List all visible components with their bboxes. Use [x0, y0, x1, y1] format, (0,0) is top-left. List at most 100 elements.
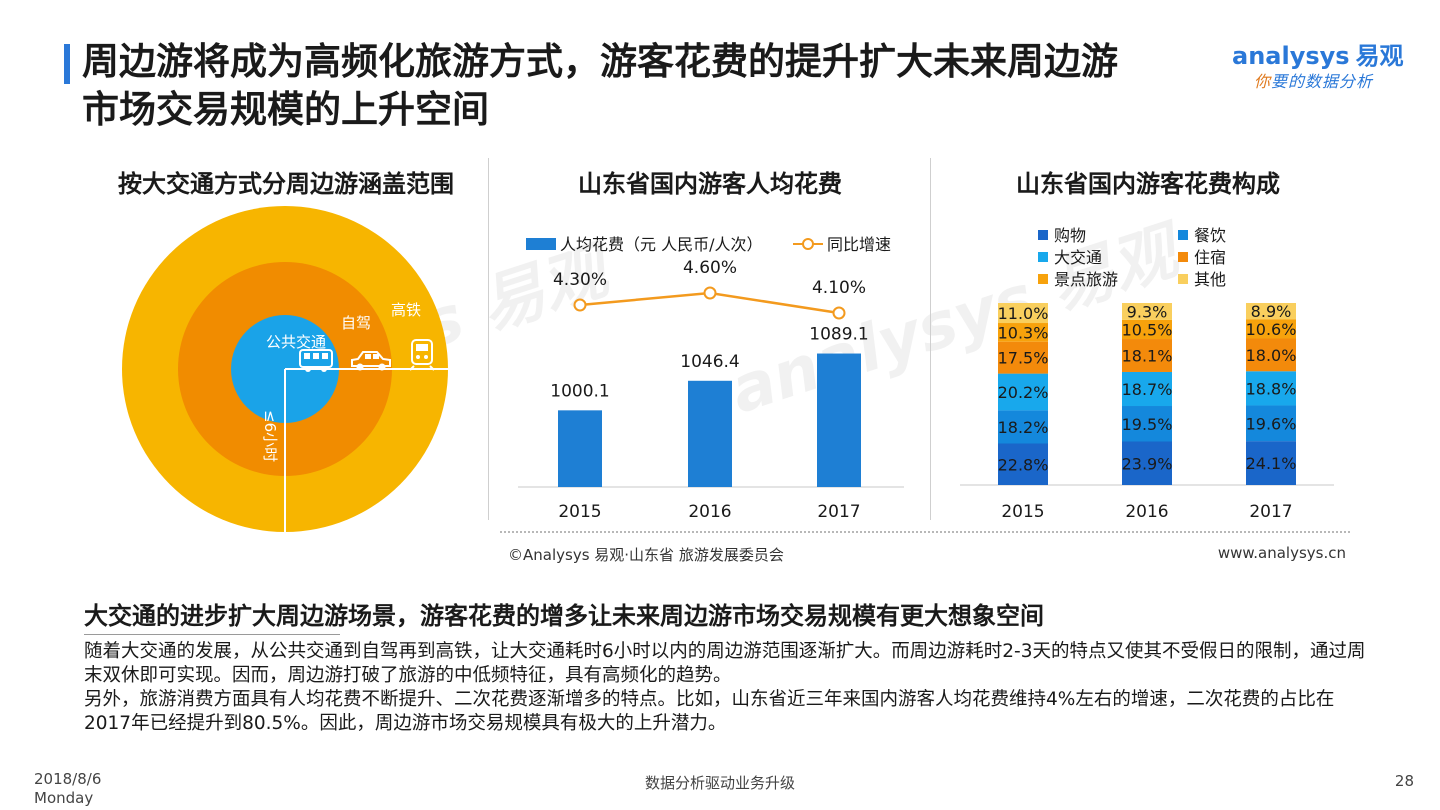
- car-icon: [351, 351, 391, 371]
- x-tick-2017: 2017: [1249, 502, 1292, 522]
- legend-marker-growth: [802, 238, 814, 250]
- legend-label-2: 大交通: [1054, 248, 1102, 267]
- footer-weekday: Monday: [34, 789, 94, 807]
- label-self-drive: 自驾: [341, 314, 371, 332]
- segment-label-2015-1: 18.2%: [998, 418, 1049, 437]
- summary-heading: 大交通的进步扩大周边游场景，游客花费的增多让未来周边游市场交易规模有更大想象空间: [84, 602, 1044, 630]
- panel3-title: 山东省国内游客花费构成: [1016, 170, 1280, 198]
- growth-point-2017: [832, 306, 846, 320]
- radius-guide-line: [284, 368, 448, 532]
- legend-label-5: 其他: [1194, 270, 1226, 289]
- legend-label-1: 餐饮: [1194, 226, 1226, 245]
- x-tick-2016: 2016: [1125, 502, 1168, 522]
- label-high-speed-rail: 高铁: [391, 301, 421, 319]
- train-icon: [409, 339, 435, 371]
- page-title-line2: 市场交易规模的上升空间: [82, 88, 489, 131]
- segment-label-2017-5: 8.9%: [1251, 302, 1292, 321]
- segment-label-2016-1: 19.5%: [1122, 415, 1173, 434]
- segment-2015-3: [998, 341, 1048, 374]
- segment-2017-1: [1246, 405, 1296, 442]
- segment-2015-5: [998, 303, 1048, 324]
- bar-spending-2017: [817, 353, 861, 487]
- summary-body: 随着大交通的发展，从公共交通到自驾再到高铁，让大交通耗时6小时以内的周边游范围逐…: [84, 640, 1374, 736]
- segment-label-2016-5: 9.3%: [1127, 302, 1168, 321]
- label-public-transport: 公共交通: [266, 333, 326, 351]
- x-tick-2016: 2016: [688, 502, 731, 522]
- segment-label-2016-3: 18.1%: [1122, 347, 1173, 366]
- segment-2017-2: [1246, 371, 1296, 406]
- segment-2015-2: [998, 373, 1048, 411]
- segment-label-2016-4: 10.5%: [1122, 320, 1173, 339]
- analysys-logo: analysys 易观 你要的数据分析: [1232, 36, 1422, 96]
- segment-2017-3: [1246, 338, 1296, 372]
- legend-swatch-3: [1178, 252, 1188, 262]
- segment-label-2015-2: 20.2%: [998, 383, 1049, 402]
- segment-label-2016-0: 23.9%: [1122, 454, 1173, 473]
- segment-2016-0: [1122, 441, 1172, 485]
- x-tick-2017: 2017: [817, 502, 860, 522]
- segment-2016-2: [1122, 371, 1172, 407]
- segment-2017-5: [1246, 303, 1296, 320]
- segment-label-2015-5: 11.0%: [998, 304, 1049, 323]
- legend-swatch-spending: [526, 238, 556, 250]
- segment-label-2017-2: 18.8%: [1246, 379, 1297, 398]
- growth-point-2016: [703, 286, 717, 300]
- segment-label-2017-1: 19.6%: [1246, 414, 1297, 433]
- segment-2015-1: [998, 410, 1048, 444]
- logo-wordmark: analysys 易观: [1232, 36, 1404, 71]
- bar-label-spending-2017: 1089.1: [809, 325, 868, 345]
- page-number: 28: [1394, 772, 1414, 790]
- segment-label-2016-2: 18.7%: [1122, 380, 1173, 399]
- title-accent-bar: [64, 44, 70, 84]
- segment-2016-3: [1122, 339, 1172, 372]
- label-time-limit: ≤6小时: [261, 410, 279, 462]
- segment-2017-4: [1246, 319, 1296, 339]
- x-tick-2015: 2015: [1001, 502, 1044, 522]
- bar-label-spending-2016: 1046.4: [680, 352, 739, 372]
- segment-label-2015-0: 22.8%: [998, 455, 1049, 474]
- segment-2017-0: [1246, 441, 1296, 485]
- source-note: ©Analysys 易观·山东省 旅游发展委员会: [508, 546, 784, 564]
- segment-2016-4: [1122, 319, 1172, 340]
- footer-slogan: 数据分析驱动业务升级: [644, 774, 795, 792]
- footer-date-block: 2018/8/6 Monday: [34, 770, 101, 808]
- panel2-title: 山东省国内游客人均花费: [578, 170, 842, 198]
- per-capita-spending-chart: 人均花费（元 人民币/人次） 同比增速 1000.1 2015 1046.4 2016 10…: [518, 235, 904, 522]
- legend-label-0: 购物: [1054, 226, 1086, 245]
- summary-paragraph-2: 另外，旅游消费方面具有人均花费不断提升、二次花费逐渐增多的特点。比如，山东省近三…: [84, 689, 1335, 734]
- segment-label-2015-4: 10.3%: [998, 323, 1049, 342]
- segment-2016-1: [1122, 406, 1172, 442]
- legend-label-3: 住宿: [1194, 248, 1226, 267]
- growth-label-2017: 4.10%: [812, 278, 866, 298]
- bar-spending-2016: [688, 380, 732, 487]
- legend-swatch-2: [1038, 252, 1048, 262]
- page-title: 周边游将成为高频化旅游方式，游客花费的提升扩大未来周边游 市场交易规模的上升空间: [82, 38, 1252, 134]
- legend-label-spending: 人均花费（元 人民币/人次）: [560, 235, 762, 254]
- segment-2016-5: [1122, 303, 1172, 320]
- legend-swatch-4: [1038, 274, 1048, 284]
- panel-divider-2: [930, 158, 931, 520]
- logo-brand-cn: 易观: [1355, 42, 1404, 70]
- summary-paragraph-1: 随着大交通的发展，从公共交通到自驾再到高铁，让大交通耗时6小时以内的周边游范围逐…: [84, 641, 1366, 686]
- segment-label-2015-3: 17.5%: [998, 349, 1049, 368]
- growth-label-2015: 4.30%: [553, 270, 607, 290]
- legend-swatch-5: [1178, 274, 1188, 284]
- segment-label-2017-0: 24.1%: [1246, 454, 1297, 473]
- logo-tagline-prefix: 你: [1254, 72, 1272, 91]
- summary-underline: [84, 634, 340, 635]
- legend-label-4: 景点旅游: [1054, 270, 1118, 289]
- bar-label-spending-2015: 1000.1: [550, 381, 609, 401]
- logo-tagline-rest: 要的数据分析: [1271, 72, 1374, 91]
- growth-point-2015: [573, 298, 587, 312]
- logo-brand: analysys: [1232, 42, 1350, 70]
- bus-icon: [299, 349, 333, 372]
- source-divider: [500, 531, 1350, 533]
- legend-label-growth: 同比增速: [827, 235, 891, 254]
- segment-2015-4: [998, 323, 1048, 342]
- x-tick-2015: 2015: [558, 502, 601, 522]
- segment-2015-0: [998, 443, 1048, 485]
- range-diagram: 公共交通 自驾 高铁 ≤6小时: [122, 206, 448, 532]
- growth-label-2016: 4.60%: [683, 258, 737, 278]
- panel1-title: 按大交通方式分周边游涵盖范围: [118, 170, 454, 198]
